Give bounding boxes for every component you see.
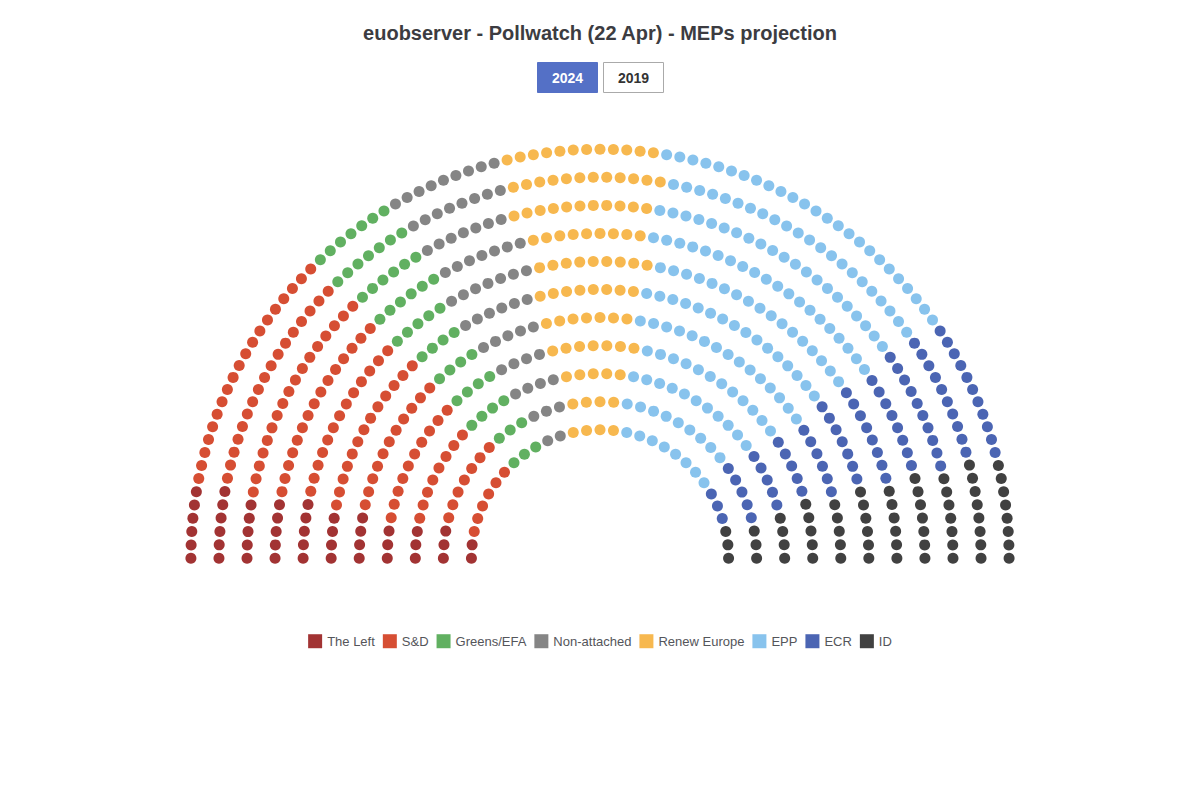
- svg-text:Greens/EFA: Greens/EFA: [456, 634, 527, 649]
- svg-text:The Left: The Left: [327, 634, 375, 649]
- svg-text:EPP: EPP: [771, 634, 797, 649]
- svg-text:2019: 2019: [618, 70, 649, 86]
- svg-text:ECR: ECR: [824, 634, 851, 649]
- svg-text:2024: 2024: [552, 70, 583, 86]
- svg-text:ID: ID: [879, 634, 892, 649]
- svg-text:S&D: S&D: [402, 634, 429, 649]
- svg-text:Renew Europe: Renew Europe: [658, 634, 744, 649]
- svg-text:Non-attached: Non-attached: [553, 634, 631, 649]
- svg-text:euobserver - Pollwatch (22 Apr: euobserver - Pollwatch (22 Apr) - MEPs p…: [363, 22, 837, 44]
